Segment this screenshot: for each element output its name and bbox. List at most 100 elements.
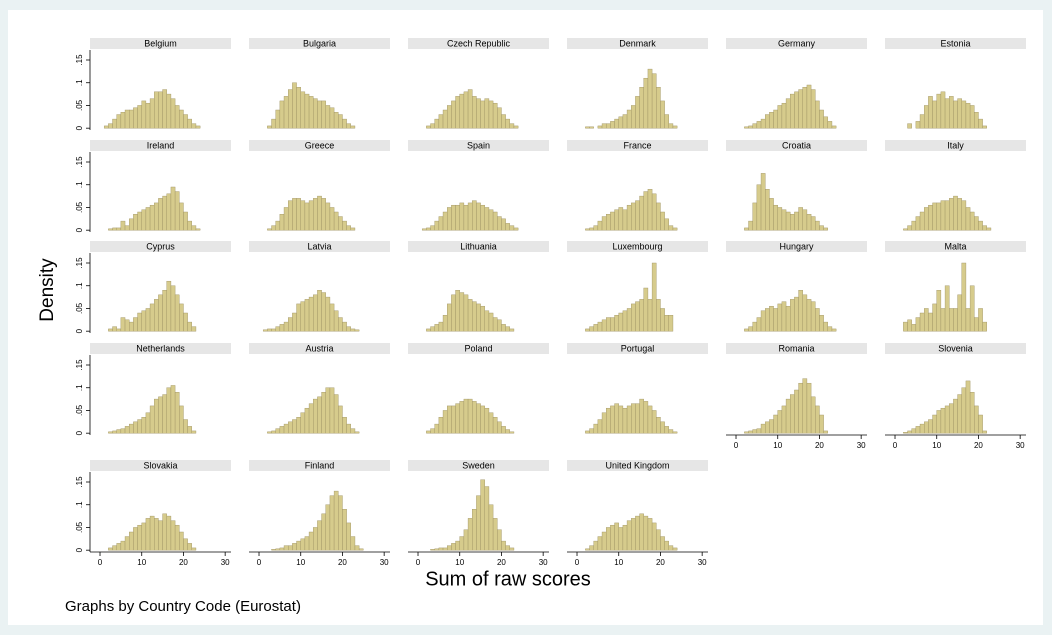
bar: [672, 547, 678, 551]
bar: [183, 114, 188, 129]
bar: [932, 100, 937, 129]
bar: [827, 326, 833, 332]
bar: [656, 87, 661, 129]
bar: [275, 109, 281, 129]
bar: [191, 430, 197, 434]
bar: [333, 394, 339, 434]
bar: [635, 403, 640, 434]
x-tick-label: 30: [380, 558, 389, 567]
bar: [174, 524, 180, 551]
bar: [120, 428, 126, 434]
bar: [635, 515, 640, 551]
bar: [949, 198, 954, 231]
bar: [647, 189, 653, 231]
bar: [158, 396, 163, 434]
bar: [346, 326, 351, 332]
bar: [961, 387, 967, 434]
bar: [179, 405, 184, 434]
bar: [275, 326, 281, 332]
bar: [283, 545, 289, 551]
bar: [919, 114, 925, 129]
bar: [660, 211, 665, 231]
bar: [501, 218, 506, 231]
bar: [752, 321, 758, 332]
bar: [308, 296, 314, 332]
bar: [827, 121, 833, 129]
bar: [924, 421, 929, 434]
bar: [308, 96, 314, 129]
x-tick-label: 10: [455, 558, 464, 567]
bar: [978, 308, 983, 332]
bar: [438, 321, 444, 332]
bar: [300, 200, 306, 231]
bar: [965, 308, 971, 332]
x-tick-label: 0: [98, 558, 103, 567]
panel-title: Hungary: [779, 241, 814, 251]
bar: [618, 312, 624, 332]
bar: [969, 392, 975, 434]
bar: [982, 125, 987, 129]
bar: [509, 328, 515, 332]
bar: [451, 204, 456, 231]
bar: [748, 430, 753, 434]
bar: [656, 202, 661, 231]
bar: [430, 326, 435, 332]
bar: [601, 319, 607, 332]
panel-strip: [408, 241, 549, 252]
panel-title: Italy: [947, 140, 964, 150]
bar: [296, 540, 301, 551]
bar: [124, 109, 130, 129]
bar: [296, 417, 301, 434]
panel-title: Spain: [467, 140, 490, 150]
panel-strip: [90, 460, 231, 471]
bar: [982, 225, 987, 231]
panel-title: Netherlands: [136, 343, 185, 353]
bar: [308, 200, 314, 231]
bar: [472, 509, 477, 551]
bar: [145, 412, 151, 434]
panel-strip: [726, 241, 867, 252]
bar: [919, 211, 925, 231]
bar: [321, 100, 326, 129]
bar: [154, 91, 159, 129]
bar: [953, 195, 958, 231]
bar: [476, 495, 481, 551]
bar: [936, 93, 942, 129]
bar: [769, 305, 774, 332]
bar: [915, 216, 921, 231]
bar: [149, 204, 155, 231]
bar: [430, 123, 435, 129]
bar: [601, 123, 607, 129]
bar: [321, 198, 326, 231]
x-axis-title: Sum of raw scores: [425, 568, 591, 590]
panel-strip: [408, 460, 549, 471]
bar: [626, 308, 632, 332]
bar: [639, 299, 644, 332]
panel-title: Austria: [305, 343, 333, 353]
x-tick-label: 20: [338, 558, 347, 567]
bar: [342, 220, 347, 231]
bar: [321, 292, 326, 332]
y-tick-label: .05: [75, 302, 84, 314]
y-tick-label: .15: [75, 476, 84, 488]
panel-title: Romania: [778, 343, 814, 353]
bar: [480, 204, 485, 231]
bar: [149, 98, 155, 129]
y-tick-label: .05: [75, 404, 84, 416]
bar: [606, 527, 611, 551]
bar: [831, 328, 837, 332]
bar: [162, 195, 167, 231]
bar: [108, 123, 113, 129]
bar: [451, 543, 456, 551]
bar: [949, 308, 954, 332]
bar: [183, 312, 188, 332]
bar: [656, 529, 661, 551]
bar: [296, 303, 301, 332]
bar: [442, 315, 448, 332]
bar: [154, 518, 159, 551]
bar: [626, 109, 632, 129]
bar: [949, 96, 954, 129]
bar: [296, 198, 301, 231]
panel-title: Latvia: [307, 241, 331, 251]
